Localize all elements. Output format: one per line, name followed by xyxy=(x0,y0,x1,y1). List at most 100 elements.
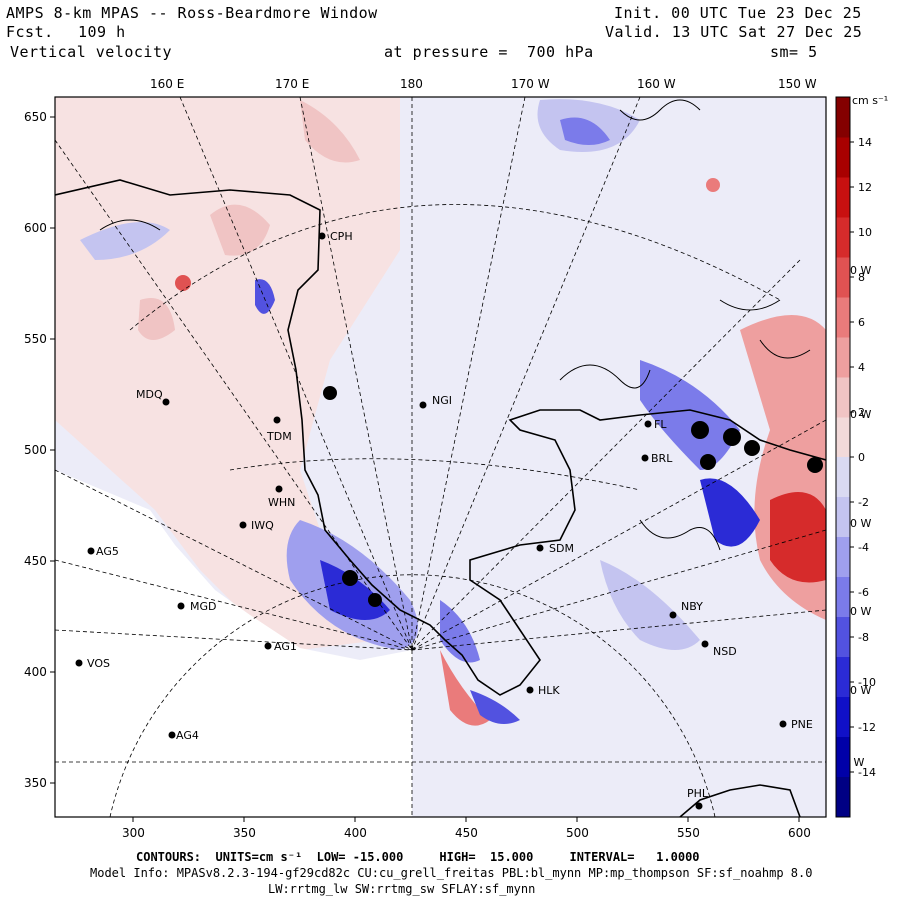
lon-label-160w: 160 W xyxy=(637,77,676,91)
model-info: Model Info: MPASv8.2.3-194-gf29cd82c CU:… xyxy=(90,866,813,880)
colorbar-label: -12 xyxy=(858,721,876,734)
colorbar-label: 10 xyxy=(858,226,872,239)
station-marker-ag5 xyxy=(87,547,95,555)
colorbar-label: -10 xyxy=(858,676,876,689)
colorbar-label: 12 xyxy=(858,181,872,194)
colorbar-swatch-positive xyxy=(836,177,850,218)
colorbar-swatch-positive xyxy=(836,257,850,298)
init-time: Init. 00 UTC Tue 23 Dec 25 xyxy=(614,4,862,22)
station-marker-brl xyxy=(641,454,649,462)
station-marker-vos xyxy=(75,659,83,667)
colorbar-swatch-negative xyxy=(836,457,850,498)
station-marker-fl xyxy=(644,420,652,428)
colorbar-label: -2 xyxy=(858,496,869,509)
colorbar-label: -8 xyxy=(858,631,869,644)
colorbar-swatch-positive xyxy=(836,137,850,178)
contours-info: CONTOURS: UNITS=cm s⁻¹ LOW= -15.000 HIGH… xyxy=(136,850,700,864)
lon-label-180: 180 xyxy=(400,77,423,91)
station-marker-hlk xyxy=(526,686,534,694)
lon-label-160e: 160 E xyxy=(150,77,185,91)
lon-label-170e: 170 E xyxy=(275,77,310,91)
station-label-mdq: MDQ xyxy=(136,388,163,401)
station-label-cph: CPH xyxy=(330,230,353,243)
station-label-fl: FL xyxy=(654,418,667,431)
colorbar-swatch-negative xyxy=(836,657,850,698)
station-marker-iwq xyxy=(239,521,247,529)
station-marker-cph xyxy=(318,232,326,240)
colorbar-label: 0 xyxy=(858,451,865,464)
y-tick-550: 550 xyxy=(24,332,47,346)
colorbar-label: 14 xyxy=(858,136,872,149)
x-tick-350: 350 xyxy=(233,826,256,840)
colorbar-swatch-positive xyxy=(836,377,850,418)
colorbar-swatch-negative xyxy=(836,697,850,738)
colorbar-label: 8 xyxy=(858,271,865,284)
colorbar-label: 2 xyxy=(858,406,865,419)
colorbar-units: cm s⁻¹ xyxy=(852,94,888,107)
colorbar-swatch-negative xyxy=(836,617,850,658)
station-label-phl: PHL xyxy=(687,787,709,800)
colorbar-label: -14 xyxy=(858,766,876,779)
station-marker-tdm xyxy=(273,416,281,424)
colorbar-swatch-positive xyxy=(836,417,850,458)
x-tick-600: 600 xyxy=(788,826,811,840)
map-panel xyxy=(55,97,826,817)
station-marker-whn xyxy=(275,485,283,493)
y-tick-500: 500 xyxy=(24,443,47,457)
colorbar-label: -4 xyxy=(858,541,869,554)
station-label-vos: VOS xyxy=(87,657,110,670)
y-tick-650: 650 xyxy=(24,110,47,124)
x-tick-500: 500 xyxy=(566,826,589,840)
y-tick-400: 400 xyxy=(24,665,47,679)
colorbar-label: 4 xyxy=(858,361,865,374)
colorbar-swatch-positive xyxy=(836,97,850,138)
x-tick-300: 300 xyxy=(122,826,145,840)
colorbar-swatch-negative xyxy=(836,737,850,778)
forecast-label: Fcst. xyxy=(6,23,54,41)
colorbar-swatch-negative xyxy=(836,537,850,578)
map-title: AMPS 8-km MPAS -- Ross-Beardmore Window xyxy=(6,4,378,22)
colorbar-swatch-negative xyxy=(836,577,850,618)
colorbar-swatch-positive xyxy=(836,337,850,378)
station-label-iwq: IWQ xyxy=(251,519,274,532)
station-label-sdm: SDM xyxy=(549,542,574,555)
colorbar-label: -6 xyxy=(858,586,869,599)
lon-label-150w: 150 W xyxy=(778,77,817,91)
pressure-level: at pressure = 700 hPa xyxy=(384,43,594,61)
station-label-ag5: AG5 xyxy=(96,545,119,558)
station-label-ag4: AG4 xyxy=(176,729,199,742)
station-label-mgd: MGD xyxy=(190,600,217,613)
station-marker-mgd xyxy=(177,602,185,610)
colorbar-swatch-positive xyxy=(836,217,850,258)
station-label-nsd: NSD xyxy=(713,645,737,658)
station-label-ngi: NGI xyxy=(432,394,452,407)
station-marker-pne xyxy=(779,720,787,728)
station-label-whn: WHN xyxy=(268,496,295,509)
station-marker-sdm xyxy=(536,544,544,552)
station-marker-phl xyxy=(695,802,703,810)
station-marker-ag4 xyxy=(168,731,176,739)
station-marker-ngi xyxy=(419,401,427,409)
station-label-pne: PNE xyxy=(791,718,813,731)
station-label-ag1: AG1 xyxy=(274,640,297,653)
smoothing-value: sm= 5 xyxy=(770,43,818,61)
colorbar xyxy=(836,97,850,818)
physics-info: LW:rrtmg_lw SW:rrtmg_sw SFLAY:sf_mynn xyxy=(268,882,536,896)
station-marker-mdq xyxy=(162,398,170,406)
station-marker-nby xyxy=(669,611,677,619)
y-tick-350: 350 xyxy=(24,776,47,790)
x-tick-550: 550 xyxy=(677,826,700,840)
valid-time: Valid. 13 UTC Sat 27 Dec 25 xyxy=(605,23,863,41)
y-tick-450: 450 xyxy=(24,554,47,568)
station-label-brl: BRL xyxy=(651,452,673,465)
lon-label-170w: 170 W xyxy=(511,77,550,91)
station-label-tdm: TDM xyxy=(266,430,292,443)
forecast-hours: 109 h xyxy=(78,23,126,41)
field-name: Vertical velocity xyxy=(10,43,173,61)
colorbar-swatch-negative xyxy=(836,497,850,538)
station-label-hlk: HLK xyxy=(538,684,560,697)
station-marker-ag1 xyxy=(264,642,272,650)
x-tick-450: 450 xyxy=(455,826,478,840)
station-marker-nsd xyxy=(701,640,709,648)
